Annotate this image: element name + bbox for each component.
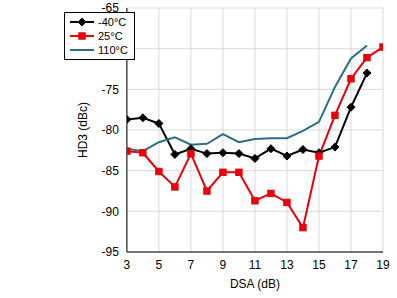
svg-text:-70: -70 [102, 42, 120, 56]
svg-text:-80: -80 [102, 123, 120, 137]
svg-text:-85: -85 [102, 164, 120, 178]
svg-text:-90: -90 [102, 205, 120, 219]
svg-text:9: 9 [220, 258, 227, 272]
svg-text:3: 3 [124, 258, 131, 272]
svg-text:7: 7 [188, 258, 195, 272]
svg-text:HD3 (dBc): HD3 (dBc) [76, 102, 90, 158]
svg-text:17: 17 [344, 258, 358, 272]
svg-text:13: 13 [280, 258, 294, 272]
svg-text:19: 19 [376, 258, 389, 272]
svg-text:-75: -75 [102, 83, 120, 97]
svg-text:5: 5 [156, 258, 163, 272]
svg-text:11: 11 [249, 258, 262, 272]
svg-text:DSA (dB): DSA (dB) [230, 277, 280, 291]
svg-text:-65: -65 [102, 1, 120, 15]
svg-text:-95: -95 [102, 245, 120, 259]
svg-text:15: 15 [312, 258, 326, 272]
